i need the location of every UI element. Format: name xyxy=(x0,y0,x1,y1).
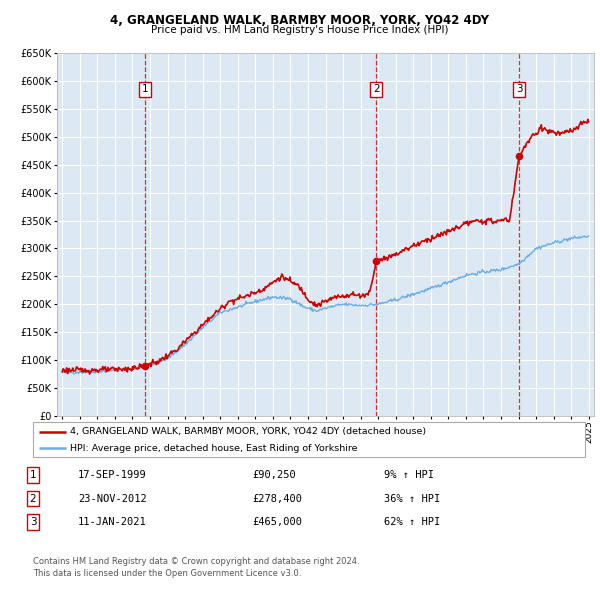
Text: 3: 3 xyxy=(516,84,523,94)
Text: HPI: Average price, detached house, East Riding of Yorkshire: HPI: Average price, detached house, East… xyxy=(70,444,358,453)
Text: £465,000: £465,000 xyxy=(252,517,302,527)
Text: 1: 1 xyxy=(29,470,37,480)
Text: 17-SEP-1999: 17-SEP-1999 xyxy=(78,470,147,480)
Text: 1: 1 xyxy=(142,84,148,94)
Text: 4, GRANGELAND WALK, BARMBY MOOR, YORK, YO42 4DY: 4, GRANGELAND WALK, BARMBY MOOR, YORK, Y… xyxy=(110,14,490,27)
Text: 36% ↑ HPI: 36% ↑ HPI xyxy=(384,494,440,503)
Text: 23-NOV-2012: 23-NOV-2012 xyxy=(78,494,147,503)
Text: This data is licensed under the Open Government Licence v3.0.: This data is licensed under the Open Gov… xyxy=(33,569,301,578)
Text: Contains HM Land Registry data © Crown copyright and database right 2024.: Contains HM Land Registry data © Crown c… xyxy=(33,558,359,566)
Text: 2: 2 xyxy=(373,84,380,94)
Text: Price paid vs. HM Land Registry's House Price Index (HPI): Price paid vs. HM Land Registry's House … xyxy=(151,25,449,35)
Text: 9% ↑ HPI: 9% ↑ HPI xyxy=(384,470,434,480)
Text: 4, GRANGELAND WALK, BARMBY MOOR, YORK, YO42 4DY (detached house): 4, GRANGELAND WALK, BARMBY MOOR, YORK, Y… xyxy=(70,427,427,436)
Text: £278,400: £278,400 xyxy=(252,494,302,503)
Text: 3: 3 xyxy=(29,517,37,527)
Text: 62% ↑ HPI: 62% ↑ HPI xyxy=(384,517,440,527)
Text: 11-JAN-2021: 11-JAN-2021 xyxy=(78,517,147,527)
Text: 2: 2 xyxy=(29,494,37,503)
Text: £90,250: £90,250 xyxy=(252,470,296,480)
